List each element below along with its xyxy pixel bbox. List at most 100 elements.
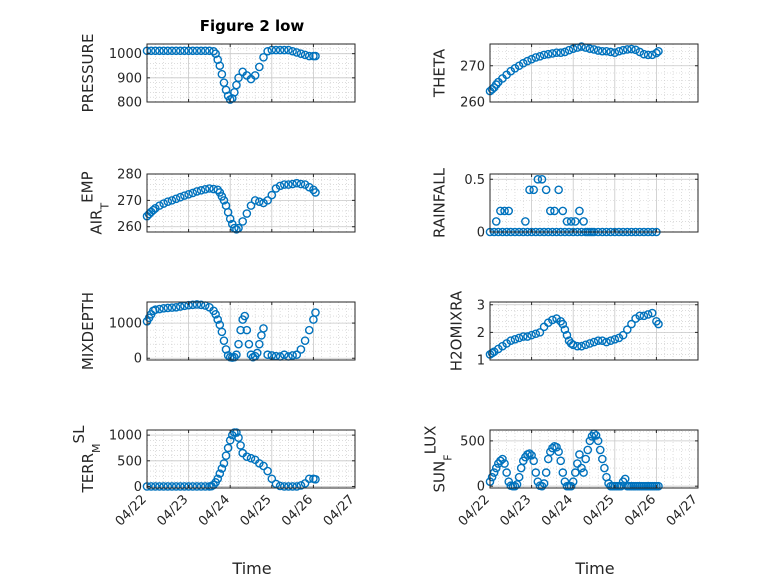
subplot-rainfall: 0 0.5 RAINFALL (431, 167, 699, 241)
data-point (171, 194, 181, 204)
data-point (593, 436, 603, 446)
data-point (598, 336, 607, 345)
data-point (217, 464, 227, 473)
data-point (234, 73, 243, 83)
x-tick-label: 04/27 (321, 492, 358, 529)
data-point (240, 311, 250, 321)
axes-box (146, 301, 356, 361)
data-point (556, 456, 566, 466)
data-point (288, 351, 297, 360)
y-tick-label: 1000 (109, 317, 142, 332)
data-point (618, 330, 628, 340)
data-point (304, 51, 314, 61)
data-point (263, 46, 272, 56)
data-point (500, 459, 509, 468)
x-tick-label: 04/27 (664, 492, 701, 529)
data-point (219, 196, 229, 205)
data-point (560, 325, 570, 334)
data-point (288, 482, 297, 491)
y-axis-label: SUNFLUX (422, 426, 455, 493)
data-point (518, 58, 528, 68)
data-point (566, 481, 576, 491)
data-point (267, 190, 277, 200)
data-point (654, 481, 663, 491)
data-point (527, 451, 536, 460)
y-axis-label: H2OMIXRA (448, 290, 466, 371)
data-point (236, 441, 245, 450)
data-point (275, 45, 285, 55)
data-point (146, 46, 156, 56)
data-point (275, 481, 285, 491)
subplot-mixdepth: 0 1000 MIXDEPTH (79, 292, 356, 370)
data-point (246, 453, 256, 463)
data-point (292, 482, 302, 491)
data-point (267, 474, 277, 484)
data-point (155, 304, 164, 314)
data-point (223, 443, 233, 453)
data-point (598, 46, 607, 56)
data-point (151, 482, 160, 491)
data-point (558, 319, 568, 329)
y-tick-label: 500 (460, 434, 485, 449)
data-point (570, 217, 580, 226)
data-point (238, 217, 247, 226)
data-point (514, 472, 524, 482)
data-point (196, 186, 206, 195)
data-point (541, 468, 551, 477)
y-tick-label: 0 (477, 226, 485, 241)
data-point (514, 333, 524, 343)
data-point (543, 49, 553, 59)
data-point (602, 46, 611, 56)
y-tick-label: 0 (477, 480, 485, 495)
data-point (175, 302, 185, 311)
data-point (242, 209, 252, 218)
data-point (491, 217, 501, 226)
y-tick-label: 260 (460, 96, 485, 111)
data-point (163, 303, 173, 313)
data-point (525, 185, 534, 195)
data-point (654, 46, 663, 56)
plot-area (147, 44, 355, 102)
plot-area (490, 174, 698, 232)
data-point (188, 46, 198, 56)
data-point (196, 482, 206, 491)
data-point (504, 206, 514, 216)
data-point (311, 188, 320, 197)
data-point (581, 454, 590, 464)
data-point (579, 217, 588, 226)
axes-box (146, 429, 356, 489)
data-point (643, 310, 653, 319)
data-point (533, 174, 543, 184)
data-point (263, 466, 272, 476)
data-point (215, 469, 225, 478)
data-point (585, 339, 595, 348)
data-point (548, 49, 557, 58)
data-point (539, 479, 549, 488)
y-tick-label: 0 (134, 352, 142, 367)
data-point (506, 336, 516, 345)
data-point (487, 472, 497, 482)
data-point (525, 449, 534, 458)
data-point (236, 325, 245, 335)
data-point (491, 463, 501, 473)
data-point (618, 45, 628, 55)
y-axis-label: RAINFALL (431, 167, 449, 238)
data-point (577, 463, 586, 473)
data-point (259, 324, 268, 333)
data-point (627, 319, 636, 329)
data-point (255, 339, 264, 349)
data-point (163, 46, 173, 56)
data-point (589, 45, 599, 54)
data-point (225, 214, 235, 224)
data-point (180, 482, 189, 491)
data-point (252, 348, 262, 358)
data-point (304, 474, 314, 484)
data-point (575, 206, 584, 216)
data-point (230, 352, 239, 362)
data-point (200, 482, 210, 491)
data-point (284, 482, 293, 491)
data-point (171, 46, 181, 56)
data-point (250, 196, 260, 205)
data-point (595, 445, 605, 455)
data-point (279, 45, 289, 55)
